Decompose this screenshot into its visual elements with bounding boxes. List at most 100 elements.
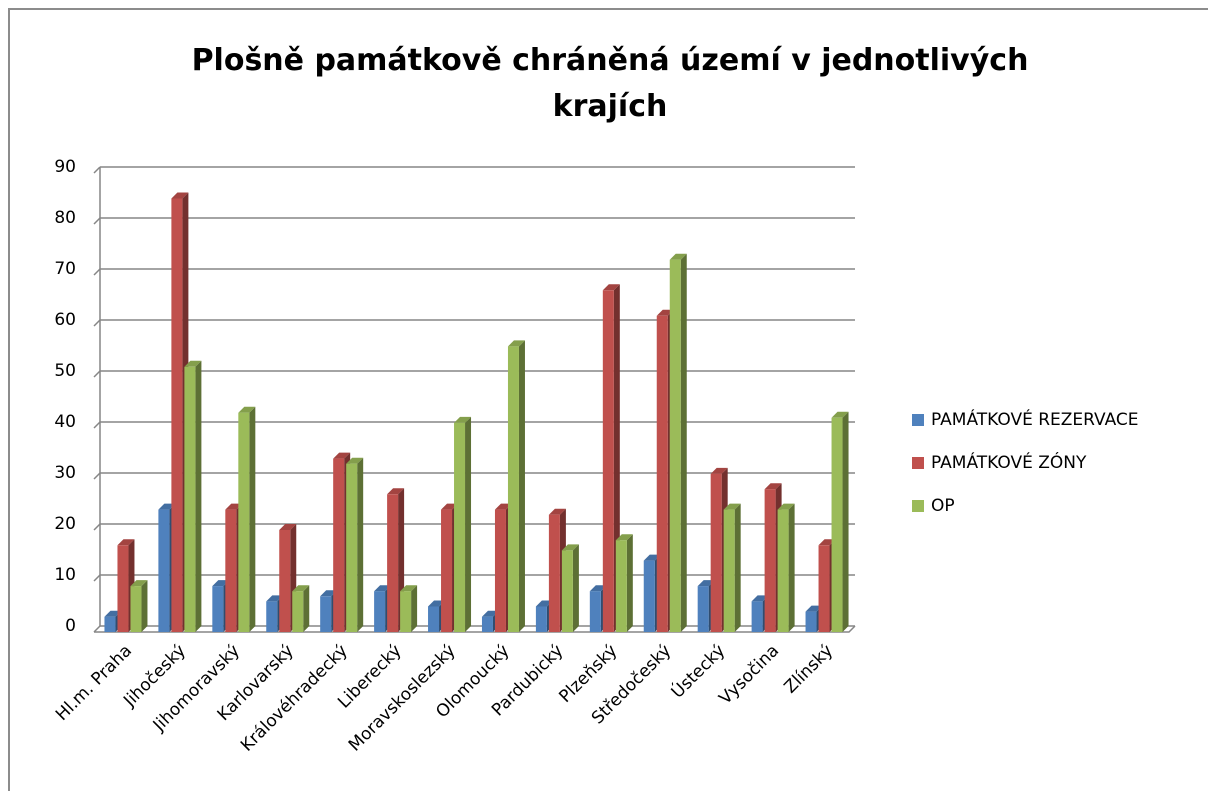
y-tick-label: 50 [54, 361, 76, 381]
bar [320, 596, 332, 632]
x-tick-label: Hl.m. Praha [52, 641, 136, 725]
chart-frame [8, 8, 1208, 791]
legend-swatch [912, 500, 924, 512]
bar-top [117, 539, 135, 546]
bar-top [400, 585, 418, 592]
grid-line-side [93, 523, 101, 531]
bar-top [292, 585, 310, 592]
bar-top [751, 595, 769, 602]
bar [104, 616, 116, 632]
bar-top [669, 253, 687, 260]
bar-side [734, 503, 741, 632]
bar-side [572, 544, 579, 632]
bar-top [481, 610, 499, 617]
bar [184, 366, 196, 632]
bar-side [680, 253, 687, 632]
bar [387, 494, 399, 632]
bar-top [171, 192, 189, 199]
bar [561, 550, 573, 632]
bar-top [320, 590, 338, 597]
bar [751, 601, 763, 632]
grid-line-side [93, 217, 101, 225]
y-tick-label: 80 [54, 208, 76, 228]
bar-side [303, 585, 310, 632]
bar-top [428, 600, 446, 607]
bar [374, 591, 386, 632]
bar [292, 591, 304, 632]
bar [400, 591, 412, 632]
bar [710, 473, 722, 632]
bar [494, 509, 506, 632]
legend-label: PAMÁTKOVÉ REZERVACE [931, 408, 1139, 430]
bar [171, 198, 183, 632]
bar-side [788, 503, 795, 632]
bar [548, 514, 560, 632]
legend-swatch [912, 414, 924, 426]
bar-side [626, 534, 633, 632]
bar [764, 489, 776, 632]
bar [589, 591, 601, 632]
y-tick-label: 60 [54, 310, 76, 330]
bar [777, 509, 789, 632]
bar-top [212, 580, 230, 587]
legend-label: PAMÁTKOVÉ ZÓNY [931, 451, 1087, 473]
grid-line-side [93, 472, 101, 480]
bar-side [518, 340, 525, 632]
x-tick-label: Zlínský [781, 641, 838, 698]
bar-top [764, 483, 782, 490]
grid-line-side [93, 319, 101, 327]
bar-top [387, 488, 405, 495]
chart-title: Plošně památkově chráněná území v jednot… [191, 43, 1029, 124]
bar-side [842, 411, 849, 632]
bar [507, 346, 519, 632]
bar [697, 586, 709, 632]
bar-top [374, 585, 392, 592]
x-tick-label: Vysočina [715, 641, 783, 709]
bar [669, 259, 681, 632]
grid-line-side [93, 574, 101, 582]
bar [723, 509, 735, 632]
bar-top [697, 580, 715, 587]
bar-top [441, 503, 459, 510]
bar [535, 606, 547, 632]
bar-top [184, 360, 202, 367]
bar-side [411, 585, 418, 632]
y-tick-label: 40 [54, 412, 76, 432]
bar-top [507, 340, 525, 347]
bar-top [656, 309, 674, 316]
bar [805, 611, 817, 632]
bar [428, 606, 440, 632]
bar [481, 616, 493, 632]
bar-side [249, 406, 256, 632]
bar [656, 315, 668, 632]
bar-top [589, 585, 607, 592]
bar-top [225, 503, 243, 510]
y-tick-label: 90 [54, 157, 76, 177]
bar-side [195, 360, 202, 632]
legend-label: OP [931, 496, 955, 516]
grid-line-side [93, 166, 101, 174]
bar-side [357, 457, 364, 632]
bar [602, 290, 614, 632]
bar-top [535, 600, 553, 607]
bar-top [130, 580, 148, 587]
bar-top [346, 457, 364, 464]
grid-line-side [93, 268, 101, 276]
grid-line-side [93, 421, 101, 429]
grid-line-side [93, 370, 101, 378]
y-tick-label: 20 [54, 514, 76, 534]
bar-top [561, 544, 579, 551]
bar-top [158, 503, 176, 510]
bar-top [279, 524, 297, 530]
bar [130, 586, 142, 632]
bar-top [723, 503, 741, 510]
floor [94, 625, 856, 633]
bar [643, 560, 655, 632]
bar-top [777, 503, 795, 510]
bar-top [238, 406, 256, 413]
bar-top [266, 595, 284, 602]
bar [441, 509, 453, 632]
bar [238, 412, 250, 632]
bar-top [454, 416, 472, 423]
